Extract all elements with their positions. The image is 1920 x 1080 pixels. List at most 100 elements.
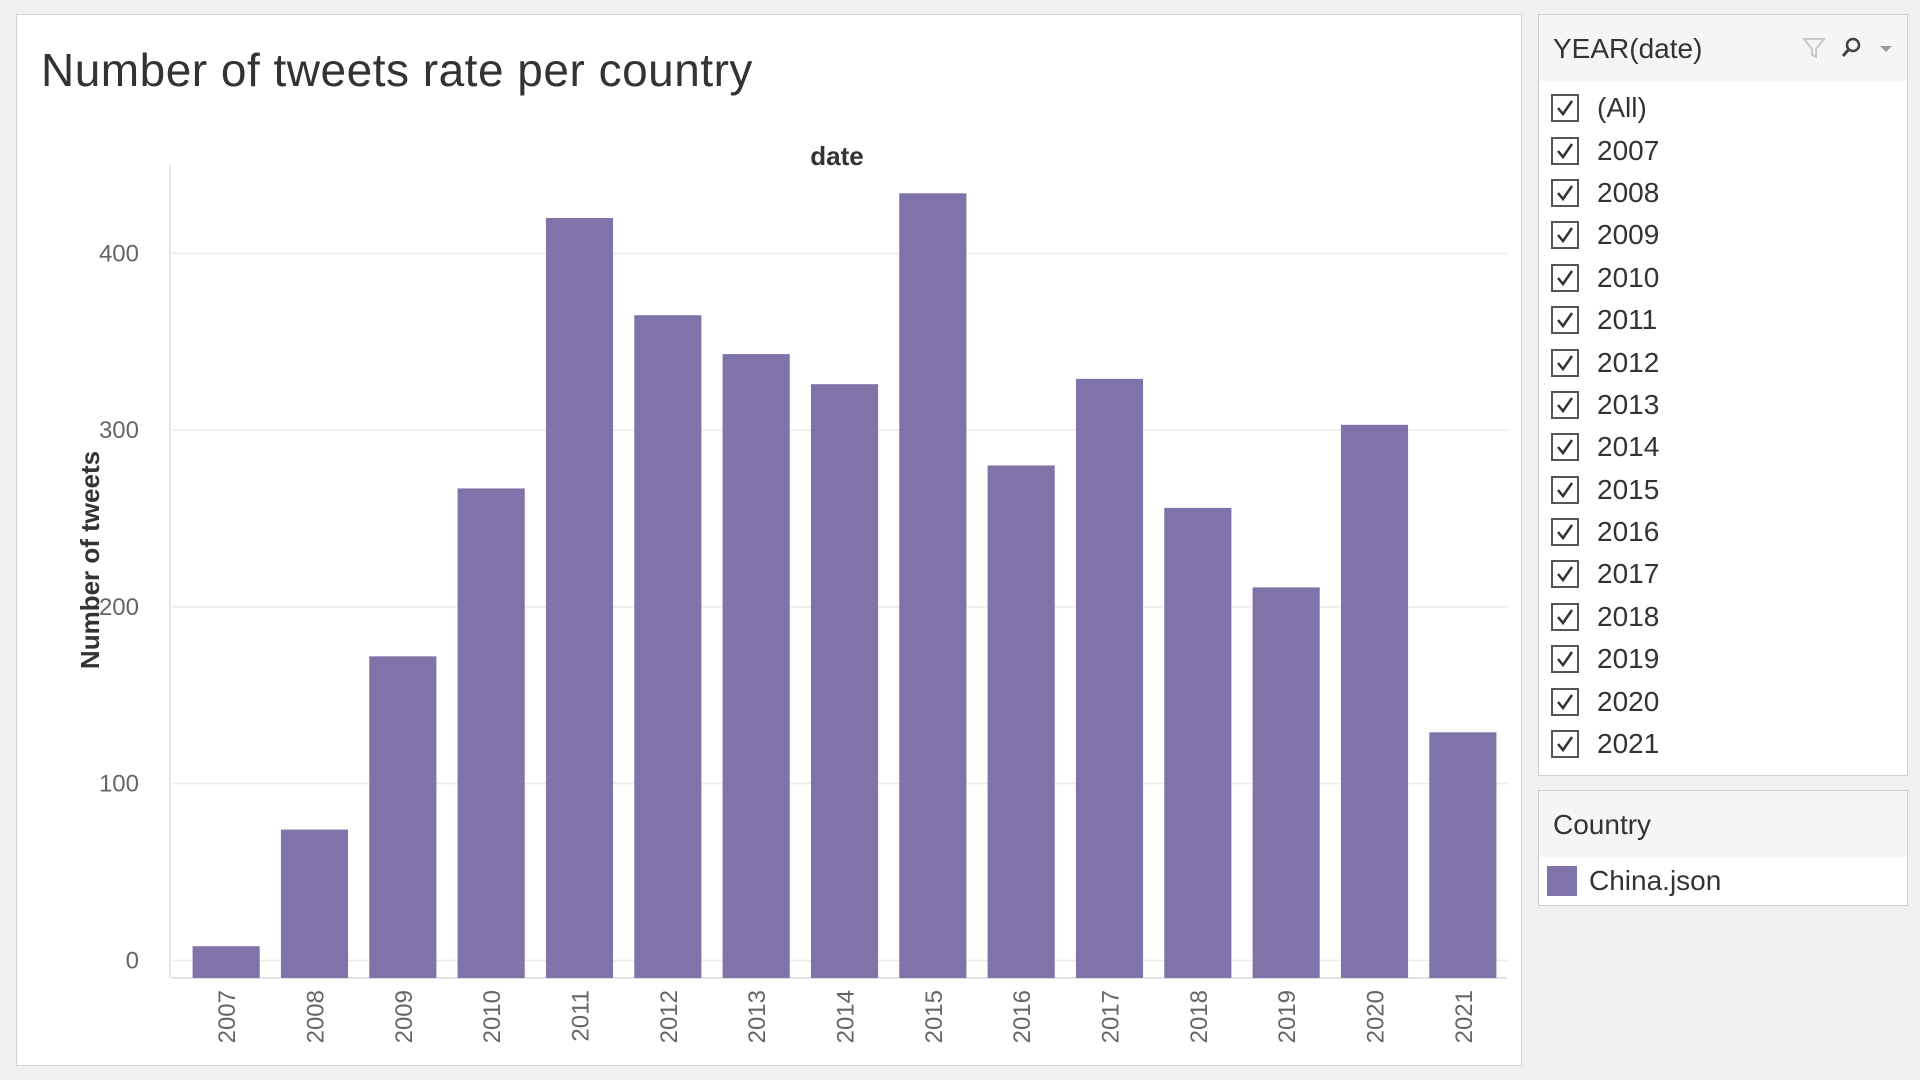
checkmark-icon	[1557, 312, 1574, 329]
bar-chart: 0 100 200 300 400 2007 2008 2009 2010 2011 2012 201…	[75, 141, 1507, 1043]
filter-item[interactable]: 2015	[1551, 469, 1659, 511]
checkbox[interactable]	[1551, 560, 1579, 589]
bar[interactable]	[280, 829, 349, 978]
checkmark-icon	[1557, 439, 1574, 456]
checkbox[interactable]	[1551, 390, 1579, 419]
y-axis-title: Number of tweets	[75, 451, 105, 669]
filter-header: YEAR(date)	[1539, 15, 1907, 81]
x-tick-label: 2012	[656, 990, 683, 1043]
filter-list: (All) 2007 2008 2009 2010 2011 2012 2013 2014 201…	[1551, 87, 1659, 765]
checkbox[interactable]	[1551, 730, 1579, 759]
filter-item[interactable]: 2007	[1551, 129, 1659, 171]
filter-item-label: 2008	[1597, 176, 1660, 208]
legend-card: Country China.json	[1538, 790, 1908, 906]
checkbox[interactable]	[1551, 602, 1579, 631]
bar[interactable]	[987, 465, 1055, 978]
x-tick-label: 2019	[1274, 990, 1301, 1043]
checkbox[interactable]	[1551, 518, 1579, 547]
year-filter-card: YEAR(date) (All) 2007 2008 2009 2010 2011 2012…	[1538, 14, 1908, 776]
filter-item[interactable]: 2016	[1551, 511, 1659, 553]
filter-item-label: 2010	[1597, 261, 1660, 293]
filter-item-label: 2011	[1597, 304, 1658, 336]
filter-item-label: 2021	[1597, 728, 1660, 760]
bar[interactable]	[545, 218, 614, 979]
checkmark-icon	[1557, 566, 1574, 583]
filter-item[interactable]: 2018	[1551, 596, 1659, 638]
bar[interactable]	[369, 656, 437, 978]
legend-header: Country	[1539, 791, 1907, 857]
filter-item[interactable]: 2008	[1551, 172, 1659, 214]
y-tick-label: 200	[99, 594, 139, 621]
filter-item-label: (All)	[1597, 92, 1647, 124]
legend-title: Country	[1553, 809, 1652, 840]
filter-item[interactable]: 2009	[1551, 214, 1659, 256]
filter-item[interactable]: 2012	[1551, 341, 1659, 383]
bar[interactable]	[457, 488, 525, 978]
filter-item[interactable]: 2021	[1551, 723, 1659, 765]
bar[interactable]	[1252, 587, 1320, 978]
bar[interactable]	[1164, 507, 1232, 978]
checkbox[interactable]	[1551, 136, 1579, 165]
checkbox[interactable]	[1551, 433, 1579, 462]
filter-item-label: 2014	[1597, 431, 1660, 463]
checkmark-icon	[1557, 354, 1574, 371]
filter-item-label: 2015	[1597, 473, 1660, 505]
x-tick-label: 2016	[1009, 990, 1036, 1043]
search-icon[interactable]	[1839, 35, 1865, 61]
bar[interactable]	[722, 354, 790, 979]
checkmark-icon	[1557, 736, 1574, 753]
x-tick-label: 2009	[391, 990, 418, 1043]
checkmark-icon	[1557, 693, 1574, 710]
dropdown-icon[interactable]	[1873, 35, 1899, 61]
checkmark-icon	[1557, 100, 1574, 117]
chart-title: Number of tweets rate per country	[41, 44, 753, 96]
filter-title: YEAR(date)	[1553, 33, 1703, 64]
x-tick-label: 2007	[214, 990, 241, 1043]
checkbox[interactable]	[1551, 645, 1579, 674]
y-tick-label: 0	[126, 947, 139, 974]
checkbox[interactable]	[1551, 94, 1579, 123]
y-tick-label: 100	[99, 771, 139, 798]
filter-item-label: 2019	[1597, 643, 1660, 675]
bar[interactable]	[1075, 378, 1144, 978]
filter-item[interactable]: 2014	[1551, 426, 1659, 468]
checkbox[interactable]	[1551, 687, 1579, 716]
filter-item[interactable]: 2017	[1551, 553, 1659, 595]
x-tick-label: 2017	[1098, 990, 1125, 1043]
checkbox[interactable]	[1551, 348, 1579, 377]
filter-item[interactable]: 2013	[1551, 384, 1659, 426]
filter-item-label: 2013	[1597, 388, 1660, 420]
x-tick-label: 2014	[833, 990, 860, 1043]
bar[interactable]	[192, 946, 260, 978]
filter-icon[interactable]	[1801, 35, 1827, 61]
legend-item[interactable]: China.json	[1547, 865, 1721, 897]
filter-item[interactable]: 2020	[1551, 680, 1659, 722]
checkbox[interactable]	[1551, 475, 1579, 504]
x-tick-label: 2020	[1363, 990, 1390, 1043]
checkbox[interactable]	[1551, 178, 1579, 207]
y-tick-label: 400	[99, 240, 139, 267]
legend-label: China.json	[1589, 865, 1722, 896]
checkbox[interactable]	[1551, 306, 1579, 335]
filter-item[interactable]: 2011	[1551, 299, 1659, 341]
bar[interactable]	[1340, 424, 1409, 978]
checkbox[interactable]	[1551, 221, 1579, 250]
chart-worksheet: Number of tweets rate per country 0 100 20…	[16, 14, 1522, 1066]
filter-item-label: 2020	[1597, 685, 1660, 717]
filter-item-label: 2018	[1597, 600, 1660, 632]
x-tick-label: 2011	[568, 990, 595, 1042]
bar[interactable]	[899, 193, 967, 978]
x-tick-label: 2015	[921, 990, 948, 1043]
checkbox[interactable]	[1551, 263, 1579, 292]
bar[interactable]	[810, 384, 879, 979]
filter-item[interactable]: (All)	[1551, 87, 1659, 129]
filter-item-label: 2009	[1597, 219, 1660, 251]
filter-item[interactable]: 2019	[1551, 638, 1659, 680]
bar[interactable]	[634, 315, 702, 978]
x-tick-label: 2013	[744, 990, 771, 1043]
x-tick-label: 2008	[303, 990, 330, 1043]
filter-item[interactable]: 2010	[1551, 257, 1659, 299]
bar[interactable]	[1429, 732, 1497, 978]
x-tick-label: 2018	[1186, 990, 1213, 1043]
filter-item-label: 2007	[1597, 134, 1660, 166]
